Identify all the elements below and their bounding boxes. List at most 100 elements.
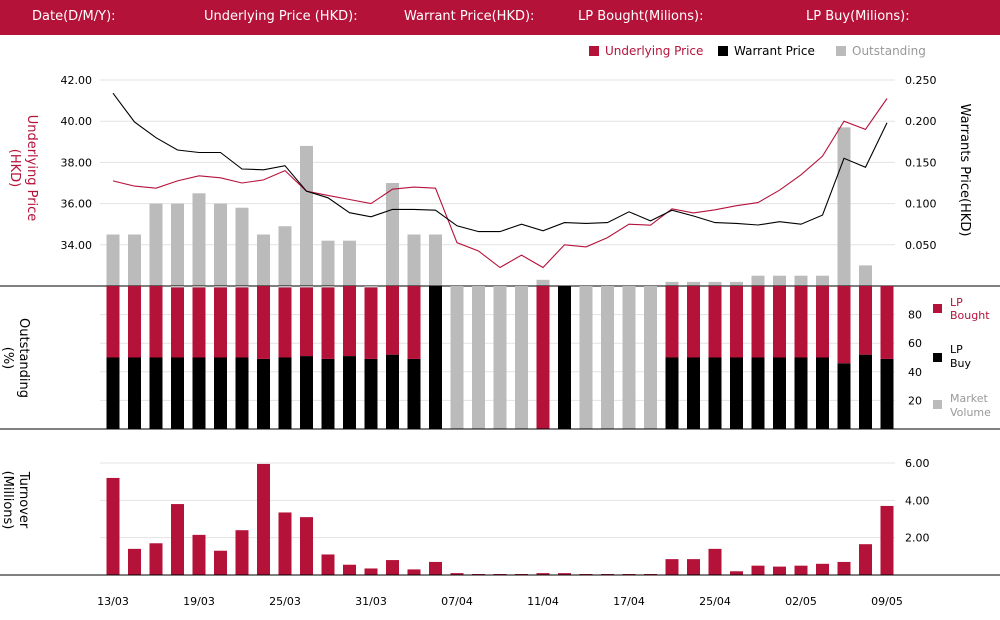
turnover-bar	[880, 505, 894, 575]
turnover-bar	[730, 571, 743, 575]
lp-bought-bar	[128, 286, 141, 358]
header-lp-buy-label: LP Buy(Milions):	[806, 9, 910, 24]
turnover-bar	[708, 548, 722, 575]
outstanding-axis-ticks: 80 60 40 20	[908, 309, 922, 408]
legend-label-lp-buy-line1: LP	[950, 343, 963, 356]
lp-bought-bar	[687, 286, 700, 358]
lp-bought-bar	[214, 287, 227, 358]
outstanding-bar	[794, 275, 808, 286]
outstanding-bar	[343, 240, 356, 286]
lp-buy-bar	[558, 286, 571, 429]
lp-bought-bar	[794, 286, 808, 358]
lp-bought-bar	[364, 287, 378, 359]
turnover-bar	[794, 565, 808, 575]
lp-bought-bar	[859, 286, 872, 355]
lp-buy-bar	[880, 358, 894, 429]
turnover-gridlines	[100, 462, 895, 539]
lp-buy-bar	[343, 356, 356, 429]
outstanding-bar	[321, 240, 335, 286]
price-panel: 42.00 40.00 38.00 36.00 34.00 0.250 0.200 0.15…	[7, 74, 972, 286]
date-tick-label: 13/03	[97, 595, 129, 608]
warrant-tick-label: 0.150	[905, 156, 937, 169]
turnover-bar	[751, 565, 765, 575]
outstanding-tick-label: 40	[908, 366, 922, 379]
warrant-chart: Underlying Price Warrant Price Outstandi…	[0, 44, 1000, 608]
outstanding-bar	[149, 203, 163, 286]
lp-legend: LP Bought LP Buy Market Volume	[933, 296, 991, 419]
lp-buy-bar	[816, 357, 829, 429]
warrant-tick-label: 0.050	[905, 239, 937, 252]
outstanding-bar	[687, 281, 700, 286]
lp-buy-bar	[837, 363, 851, 429]
lp-buy-bar	[751, 357, 765, 429]
turnover-bar	[665, 559, 679, 575]
market-volume-bar	[364, 286, 378, 288]
underlying-tick-label: 38.00	[61, 156, 93, 169]
underlying-axis-title-line1: Underlying Price	[24, 115, 39, 222]
market-volume-bar	[493, 286, 507, 429]
lp-buy-bar	[257, 358, 270, 429]
outstanding-bar	[386, 183, 399, 286]
turnover-bar	[192, 534, 206, 575]
turnover-bar	[773, 566, 786, 575]
legend-swatch-outstanding	[836, 46, 846, 56]
lp-buy-bar	[773, 357, 786, 429]
outstanding-tick-label: 20	[908, 394, 922, 407]
warrant-axis-title: Warrants Price(HKD)	[957, 104, 972, 237]
turnover-axis-title-line2: (Millions)	[0, 471, 15, 530]
lp-buy-bar	[794, 357, 808, 429]
warrant-price-line	[112, 92, 888, 233]
outstanding-bar	[773, 275, 786, 286]
turnover-bar	[257, 463, 270, 575]
price-legend: Underlying Price Warrant Price Outstandi…	[589, 44, 926, 58]
lp-bought-bar	[536, 286, 550, 429]
legend-label-lp-bought-line2: Bought	[950, 309, 990, 322]
turnover-bar	[214, 550, 227, 575]
warrant-tick-label: 0.100	[905, 198, 937, 211]
turnover-axis-ticks: 6.00 4.00 2.00	[905, 457, 930, 545]
turnover-bar	[859, 544, 872, 575]
market-volume-bar	[278, 286, 292, 288]
outstanding-bar	[128, 234, 141, 286]
turnover-bar	[106, 477, 120, 575]
turnover-bar	[300, 517, 313, 575]
legend-label-outstanding: Outstanding	[852, 44, 926, 58]
legend-swatch-lp-buy	[933, 353, 942, 362]
lp-bought-bar	[880, 286, 894, 359]
market-volume-bar	[515, 286, 528, 429]
lp-buy-bar	[321, 358, 335, 429]
lp-buy-bar	[128, 357, 141, 429]
header-underlying-price-label: Underlying Price (HKD):	[204, 9, 358, 24]
legend-label-lp-bought-line1: LP	[950, 296, 963, 309]
lp-bought-bar	[192, 287, 206, 358]
outstanding-axis-title-line2: (%)	[0, 347, 15, 370]
lp-bought-bar	[773, 286, 786, 358]
market-volume-bar	[601, 286, 614, 429]
outstanding-bar	[278, 226, 292, 286]
lp-bought-bar	[665, 286, 679, 358]
lp-bought-bar	[149, 286, 163, 358]
outstanding-bar	[708, 281, 722, 286]
lp-buy-bar	[665, 357, 679, 429]
lp-buy-bar	[214, 357, 227, 429]
lp-buy-bar	[171, 357, 184, 429]
lp-buy-bar	[708, 357, 722, 429]
date-tick-label: 02/05	[785, 595, 817, 608]
lp-bought-bar	[257, 286, 270, 359]
market-volume-bar	[472, 286, 485, 429]
lp-buy-bar	[407, 358, 421, 429]
market-volume-bar	[579, 286, 593, 429]
turnover-panel: 6.00 4.00 2.00 Turnover (Millions)	[0, 457, 930, 575]
lp-buy-bar	[429, 286, 442, 429]
turnover-bar	[278, 512, 292, 575]
warrant-tick-label: 0.200	[905, 115, 937, 128]
legend-swatch-underlying	[589, 46, 599, 56]
turnover-bar	[450, 573, 464, 575]
turnover-bar	[816, 563, 829, 575]
date-tick-label: 07/04	[441, 595, 473, 608]
lp-buy-bar	[386, 354, 399, 429]
lp-bought-bar	[407, 286, 421, 359]
turnover-bar	[429, 561, 442, 575]
outstanding-bar	[214, 203, 227, 286]
legend-label-market-volume-line1: Market	[950, 392, 988, 405]
